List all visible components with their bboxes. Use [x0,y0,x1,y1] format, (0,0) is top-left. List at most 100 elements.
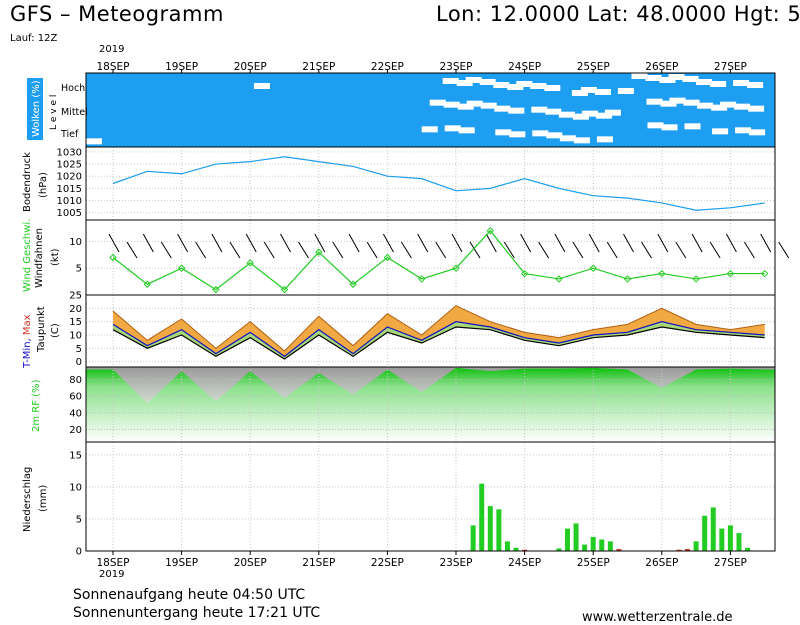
cloud-gap [604,109,621,116]
wind-speed-marker [280,285,289,294]
wind-barb [400,241,412,259]
precip-bar [710,507,716,551]
cloud-gap [697,102,714,109]
cloud-gap [509,131,526,138]
temperature-tick-label: 5 [76,344,82,355]
cloud-gap [546,132,563,139]
cloud-gap [465,77,482,83]
precip-bar [564,528,570,551]
wind-barb [675,241,687,259]
wind-barb [160,241,172,259]
wind-barb [657,233,669,253]
wind-speed-marker [315,248,323,256]
day-tick-label-top: 22SEP [371,61,404,73]
wind-tick-label: 10 [69,237,82,248]
day-tick-label-bottom: 25SEP [577,557,610,569]
wind-barb [469,241,481,259]
wind-speed-marker [349,280,357,288]
day-tick-label-bottom: 23SEP [440,557,473,569]
wind-barb [298,241,309,259]
cloud-gap [696,79,713,85]
precip-tick-label: 10 [69,482,82,493]
cloud-gap [748,105,765,112]
wind-barb [520,233,532,253]
cloud-level-label: Hoch [61,83,85,94]
precip-bar [556,548,562,551]
wind-barb [572,241,584,259]
wind-barb [314,233,326,253]
pressure-unit-label: (hPa) [38,172,49,198]
location-readout: Lon: 12.0000 Lat: 48.0000 Hgt: 5 [436,2,800,26]
cloud-gap [559,135,576,142]
cloud-label-background [27,78,43,140]
cloud-gap [645,75,662,81]
temperature-axis-label: T-Min, Max [22,314,33,369]
cloud-gap [86,138,102,145]
precip-tick-label: 0 [76,547,82,558]
wind-speed-marker [589,264,597,272]
precip-bar [607,541,613,551]
cloud-gap [516,81,533,87]
cloud-gap [253,83,270,89]
cloud-gap [661,124,678,131]
day-tick-label-bottom: 21SEP [302,557,335,569]
precip-bar [719,528,725,551]
cloud-gap [421,126,438,133]
cloud-gap [668,74,685,80]
day-tick-label-bottom: 22SEP [371,557,404,569]
temperature-tick-label: 15 [69,317,82,328]
wind-speed-marker [452,264,460,272]
wind-barb [177,233,189,253]
precip-bar [582,544,588,551]
cloud-level-label: Tief [60,129,79,140]
site-link[interactable]: www.wetterzentrale.de [582,610,733,625]
cloud-gap [647,122,664,129]
cloud-gap [733,80,750,86]
cloud-gap [581,110,598,117]
cloud-gap [544,85,561,91]
cloud-gap [684,123,701,130]
wind-barb [485,233,497,253]
humidity-tick-label: 80 [69,375,82,386]
year-label-bottom: 2019 [99,569,125,580]
page-title: GFS – Meteogramm [10,2,224,26]
wind-barb [503,241,515,259]
wind-barb [195,241,207,259]
cloud-gap [572,113,589,120]
cloud-gap [479,79,496,85]
day-tick-label-top: 25SEP [577,61,610,73]
precip-bar [496,509,502,551]
precip-bar [470,525,476,551]
wind-barb [691,233,703,253]
precip-bar [702,515,708,551]
day-tick-label-bottom: 27SEP [714,557,747,569]
cloud-gap [659,77,676,83]
wind-speed-marker [212,285,220,294]
precip-axis-label: Niederschlag [22,467,33,532]
wind-barb [263,241,275,259]
cloud-gap [532,130,549,137]
day-tick-label-top: 23SEP [440,61,473,73]
temperature-tick-label: 20 [69,304,82,315]
wind-barb [709,241,721,259]
wind-barb [538,241,550,259]
cloud-gap [617,88,634,94]
day-tick-label-bottom: 19SEP [165,557,198,569]
pressure-tick-label: 1025 [57,160,82,171]
cloud-gap [683,99,700,106]
sunset-text: Sonnenuntergang heute 17:21 UTC [73,605,321,621]
tmin-line [112,321,765,358]
year-label-top: 2019 [99,44,125,55]
wind-barb [332,241,344,259]
wind-barb [725,233,737,253]
panel-frame [85,441,776,552]
wind-barb [229,241,241,259]
temperature-unit-label: (C) [50,323,61,338]
cloud-gap [456,80,473,86]
cloud-gap [573,137,590,144]
pressure-tick-label: 1005 [57,208,82,219]
humidity-area [86,367,775,442]
cloud-gap [444,125,461,132]
cloud-gap [571,90,588,96]
